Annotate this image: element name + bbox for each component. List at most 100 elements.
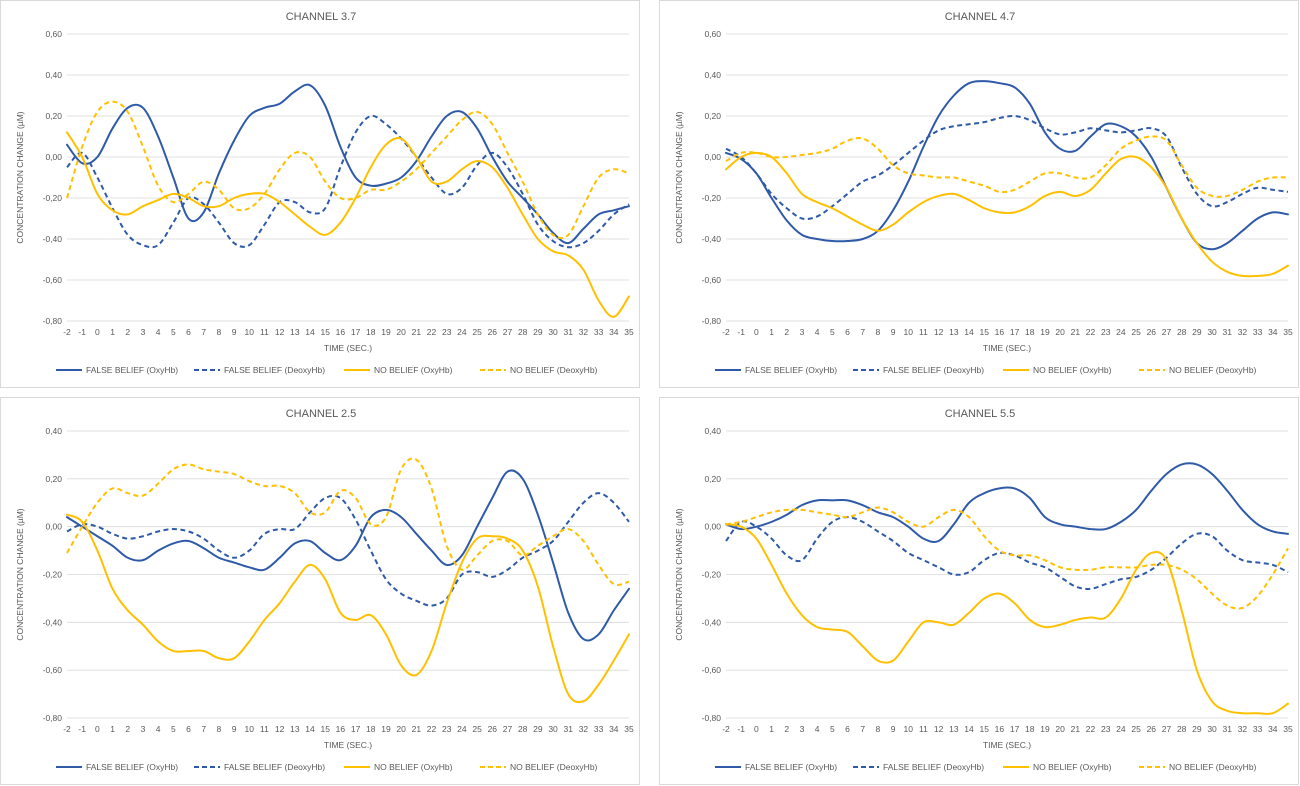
x-tick-label: 12: [934, 327, 944, 337]
x-tick-label: 5: [171, 724, 176, 734]
x-tick-label: 15: [979, 724, 989, 734]
x-tick-label: 1: [110, 724, 115, 734]
x-tick-label: 5: [171, 327, 176, 337]
x-tick-label: 6: [186, 327, 191, 337]
legend-label: FALSE BELIEF (OxyHb): [86, 762, 178, 772]
line-chart: CHANNEL 3.7 0,60 0,40 0,20 0,00 -0,20 -0,40 -0,…: [15, 11, 634, 375]
x-tick-label: 30: [548, 724, 558, 734]
legend-entry: NO BELIEF (OxyHb): [1003, 365, 1112, 375]
x-tick-label: 19: [381, 327, 391, 337]
x-tick-label: 34: [1268, 327, 1278, 337]
x-tick-label: 0: [754, 327, 759, 337]
x-tick-label: 7: [860, 327, 865, 337]
legend-label: FALSE BELIEF (DeoxyHb): [224, 365, 325, 375]
legend-label: FALSE BELIEF (DeoxyHb): [224, 762, 325, 772]
y-tick-label: -0,80: [43, 316, 63, 326]
x-tick-label: 2: [125, 724, 130, 734]
x-tick-label: 28: [1177, 327, 1187, 337]
x-tick-label: 6: [845, 327, 850, 337]
series-line-false-belief-deoxyhb: [66, 492, 630, 607]
x-tick-label: 35: [1283, 724, 1293, 734]
x-tick-label: 5: [830, 327, 835, 337]
y-tick-label: -0,60: [702, 275, 722, 285]
legend-label: FALSE BELIEF (OxyHb): [86, 365, 178, 375]
x-axis-label: TIME (SEC.): [983, 740, 1031, 750]
x-tick-label: 6: [845, 724, 850, 734]
series-line-false-belief-oxyhb: [725, 462, 1289, 543]
x-tick-label: 25: [472, 724, 482, 734]
series-line-no-belief-oxyhb: [725, 523, 1289, 715]
x-tick-label: 1: [110, 327, 115, 337]
x-tick-label: 18: [366, 327, 376, 337]
y-tick-label: -0,20: [43, 570, 63, 580]
chart-panel-channel-4-7: CHANNEL 4.7 0,60 0,40 0,20 0,00 -0,20 -0,40 -0,…: [659, 0, 1299, 388]
y-tick-label: -0,40: [702, 617, 722, 627]
x-tick-label: 0: [95, 724, 100, 734]
x-tick-label: 12: [275, 724, 285, 734]
x-tick-label: 19: [1040, 724, 1050, 734]
chart-title: CHANNEL 3.7: [286, 11, 357, 23]
x-tick-label: 31: [1223, 327, 1233, 337]
line-chart: CHANNEL 2.5 0,40 0,20 0,00 -0,20 -0,40 -0,60 -0…: [15, 408, 634, 772]
x-tick-label: 16: [995, 327, 1005, 337]
x-tick-label: 0: [754, 724, 759, 734]
chart-panel-channel-2-5: CHANNEL 2.5 0,40 0,20 0,00 -0,20 -0,40 -0,60 -0…: [0, 397, 640, 785]
x-tick-label: 33: [1253, 724, 1263, 734]
x-tick-label: 16: [995, 724, 1005, 734]
x-tick-label: 35: [624, 724, 634, 734]
x-tick-label: 23: [1101, 327, 1111, 337]
x-tick-label: -1: [737, 724, 745, 734]
y-tick-label: 0,40: [45, 426, 62, 436]
x-tick-label: 18: [1025, 724, 1035, 734]
x-tick-label: 22: [427, 327, 437, 337]
y-tick-label: 0,20: [45, 111, 62, 121]
y-tick-label: -0,80: [702, 713, 722, 723]
x-tick-label: 2: [125, 327, 130, 337]
legend-label: NO BELIEF (OxyHb): [1033, 762, 1112, 772]
x-tick-label: 24: [457, 327, 467, 337]
x-tick-label: 17: [351, 724, 361, 734]
x-tick-label: 24: [457, 724, 467, 734]
series-line-false-belief-oxyhb: [66, 83, 630, 245]
chart-title: CHANNEL 2.5: [286, 408, 357, 420]
x-tick-label: 0: [95, 327, 100, 337]
series-line-no-belief-deoxyhb: [66, 457, 630, 586]
x-tick-label: 29: [533, 327, 543, 337]
x-tick-label: 20: [396, 724, 406, 734]
x-tick-label: 8: [876, 724, 881, 734]
legend-label: NO BELIEF (DeoxyHb): [1169, 365, 1257, 375]
x-axis-label: TIME (SEC.): [324, 740, 372, 750]
x-tick-label: 24: [1116, 327, 1126, 337]
legend-label: FALSE BELIEF (OxyHb): [745, 762, 837, 772]
y-tick-label: -0,20: [43, 193, 63, 203]
x-tick-label: 24: [1116, 724, 1126, 734]
x-tick-label: 21: [412, 724, 422, 734]
legend-entry: FALSE BELIEF (DeoxyHb): [853, 762, 984, 772]
y-tick-label: -0,40: [43, 234, 63, 244]
x-tick-label: 34: [1268, 724, 1278, 734]
x-tick-label: 22: [1086, 724, 1096, 734]
legend-entry: FALSE BELIEF (OxyHb): [56, 365, 178, 375]
x-tick-label: 6: [186, 724, 191, 734]
x-tick-label: -2: [722, 724, 730, 734]
x-tick-label: 14: [305, 327, 315, 337]
series-line-false-belief-deoxyhb: [725, 114, 1289, 221]
x-tick-label: 32: [1238, 724, 1248, 734]
y-tick-label: -0,40: [702, 234, 722, 244]
x-tick-label: 35: [1283, 327, 1293, 337]
line-chart: CHANNEL 4.7 0,60 0,40 0,20 0,00 -0,20 -0,40 -0,…: [674, 11, 1293, 375]
x-tick-label: 10: [245, 327, 255, 337]
y-tick-label: -0,20: [702, 193, 722, 203]
x-tick-label: 2: [784, 724, 789, 734]
series-line-false-belief-oxyhb: [725, 80, 1289, 251]
line-chart: CHANNEL 5.5 0,40 0,20 0,00 -0,20 -0,40 -0,60 -0…: [674, 408, 1293, 772]
x-tick-label: 12: [275, 327, 285, 337]
x-tick-label: 8: [217, 327, 222, 337]
series-line-false-belief-deoxyhb: [66, 114, 630, 249]
x-tick-label: 9: [232, 724, 237, 734]
x-tick-label: 9: [232, 327, 237, 337]
x-tick-label: 4: [815, 327, 820, 337]
x-tick-label: 20: [1055, 724, 1065, 734]
series-line-no-belief-oxyhb: [725, 151, 1289, 278]
y-tick-label: 0,40: [45, 70, 62, 80]
